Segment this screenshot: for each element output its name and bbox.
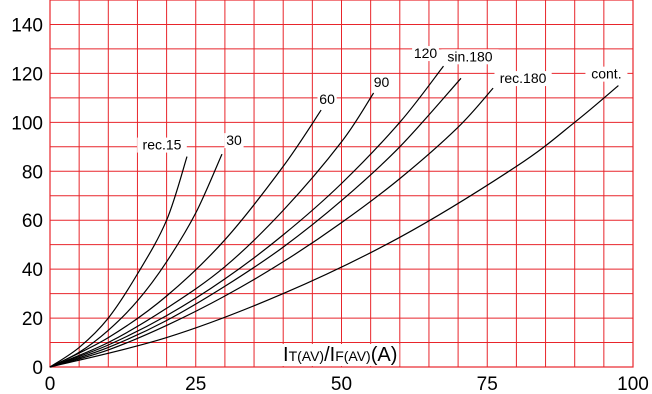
x-tick-label: 100 (617, 374, 649, 394)
series-label-bg (441, 49, 499, 65)
series-label-bg (137, 137, 187, 153)
y-tick-label: 60 (22, 211, 43, 232)
series-line (49, 65, 444, 368)
x-tick-label: 0 (45, 374, 56, 394)
series-line (49, 77, 462, 368)
series-label-bg (585, 66, 628, 82)
curves (49, 65, 619, 368)
curve-labels: rec.15 30 60 90 120 sin.180 rec.180 cont. (137, 45, 628, 153)
x-axis-label: IT(AV)/IF(AV)(A) (283, 344, 397, 366)
y-tick-label: 100 (11, 113, 43, 134)
x-axis-label-main: I (283, 344, 289, 366)
y-tick-label: 80 (22, 162, 43, 183)
x-axis-label-sub2: F(AV) (335, 348, 371, 364)
x-axis-label-sub1: T(AV) (289, 348, 325, 364)
series-label-bg (224, 133, 244, 149)
y-tick-label: 0 (32, 358, 43, 379)
series-label: rec.15 (143, 137, 182, 153)
series-label-bg (317, 92, 337, 108)
series-line (49, 156, 188, 368)
series-label: 60 (319, 91, 335, 107)
plot-border (49, 0, 634, 368)
series-line (49, 153, 223, 368)
series-label-bg (371, 74, 392, 90)
series-label: rec.180 (500, 70, 547, 86)
x-axis-label-bg (281, 344, 400, 366)
series-label: cont. (591, 66, 621, 82)
series-label: sin.180 (447, 48, 492, 64)
x-tick-label: 75 (477, 374, 498, 394)
series-line (49, 85, 619, 368)
series-label-bg (494, 71, 552, 87)
y-tick-label: 40 (22, 260, 43, 281)
x-axis-label-unit: (A) (371, 344, 398, 366)
series-line (49, 87, 494, 368)
y-tick-label: 20 (22, 309, 43, 330)
series-label: 120 (414, 45, 438, 61)
y-tick-label: 120 (11, 64, 43, 85)
x-axis-label-sep: /I (324, 344, 335, 366)
series-line (49, 92, 375, 368)
grid (49, 0, 634, 368)
series-label-bg (412, 46, 439, 62)
y-tick-label: 140 (11, 15, 43, 36)
x-tick-label: 50 (331, 374, 352, 394)
series-line (49, 109, 322, 368)
tick-labels: 0 25 50 75 100 0 20 40 60 80 100 120 140 (11, 15, 649, 394)
series-label: 90 (374, 74, 390, 90)
series-label: 30 (226, 132, 242, 148)
x-tick-label: 25 (185, 374, 206, 394)
